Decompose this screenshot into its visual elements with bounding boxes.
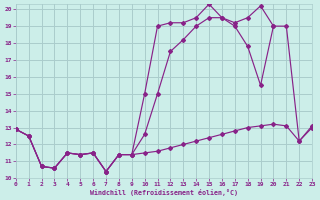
X-axis label: Windchill (Refroidissement éolien,°C): Windchill (Refroidissement éolien,°C): [90, 189, 238, 196]
